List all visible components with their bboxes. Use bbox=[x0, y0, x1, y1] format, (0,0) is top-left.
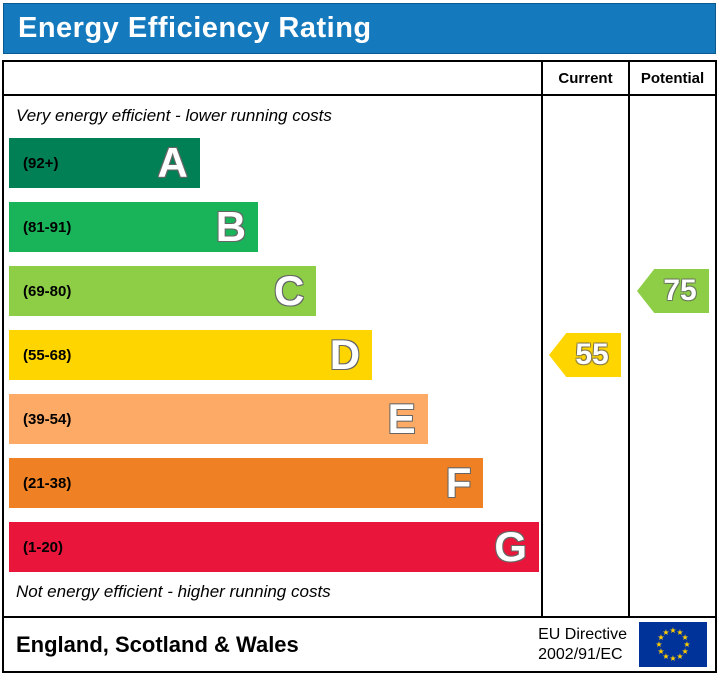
potential-value: 75 bbox=[663, 274, 697, 307]
band-bar-d: (55-68) D bbox=[9, 330, 373, 380]
svg-text:★: ★ bbox=[657, 633, 664, 642]
band-bar-c: (69-80) C bbox=[9, 266, 317, 316]
band-range-a: (92+) bbox=[23, 154, 59, 172]
header-divider bbox=[4, 94, 715, 96]
column-divider-current bbox=[541, 62, 543, 616]
epc-chart-page: Energy Efficiency Rating Current Potenti… bbox=[0, 3, 719, 678]
band-bar-f: (21-38) F bbox=[9, 458, 484, 508]
bottom-caption: Not energy efficient - higher running co… bbox=[16, 582, 331, 601]
band-range-f: (21-38) bbox=[23, 474, 72, 492]
footer-right: EU Directive 2002/91/EC ★ ★ ★ ★ ★ ★ ★ ★ … bbox=[538, 622, 715, 667]
current-arrow: 55 bbox=[549, 333, 621, 377]
svg-text:★: ★ bbox=[676, 652, 683, 661]
eu-flag-icon: ★ ★ ★ ★ ★ ★ ★ ★ ★ ★ ★ ★ bbox=[639, 622, 707, 667]
band-bar-b: (81-91) B bbox=[9, 202, 259, 252]
band-row-d: (55-68) D bbox=[9, 330, 539, 380]
band-range-d: (55-68) bbox=[23, 346, 72, 364]
column-divider-potential bbox=[628, 62, 630, 616]
band-row-e: (39-54) E bbox=[9, 394, 539, 444]
band-range-b: (81-91) bbox=[23, 218, 72, 236]
band-letter-c: C bbox=[274, 267, 305, 314]
band-row-b: (81-91) B bbox=[9, 202, 539, 252]
eu-directive-line1: EU Directive bbox=[538, 625, 627, 643]
svg-text:★: ★ bbox=[676, 628, 683, 637]
potential-arrow: 75 bbox=[637, 269, 709, 313]
band-range-e: (39-54) bbox=[23, 410, 72, 428]
band-row-c: (69-80) C bbox=[9, 266, 539, 316]
band-bar-g: (1-20) G bbox=[9, 522, 539, 572]
eu-directive-line2: 2002/91/EC bbox=[538, 645, 623, 663]
band-letter-f: F bbox=[445, 459, 472, 506]
svg-text:★: ★ bbox=[669, 626, 676, 635]
region-label: England, Scotland & Wales bbox=[16, 631, 299, 657]
band-letter-g: G bbox=[494, 523, 527, 570]
column-header-current: Current bbox=[558, 69, 613, 87]
column-header-potential: Potential bbox=[640, 69, 705, 87]
band-range-g: (1-20) bbox=[23, 538, 64, 556]
band-row-f: (21-38) F bbox=[9, 458, 539, 508]
band-list: (92+) A (81-91) B (69-80) C (55-68) bbox=[9, 138, 539, 586]
band-bar-a: (92+) A bbox=[9, 138, 200, 188]
band-range-c: (69-80) bbox=[23, 282, 72, 300]
eu-directive-label: EU Directive 2002/91/EC bbox=[538, 625, 627, 665]
title-bar: Energy Efficiency Rating bbox=[3, 3, 716, 54]
band-row-g: (1-20) G bbox=[9, 522, 539, 572]
svg-text:★: ★ bbox=[683, 640, 690, 649]
band-letter-d: D bbox=[329, 331, 361, 378]
footer-bar: England, Scotland & Wales EU Directive 2… bbox=[2, 616, 717, 673]
top-caption: Very energy efficient - lower running co… bbox=[16, 106, 332, 125]
band-letter-b: B bbox=[215, 203, 247, 250]
svg-text:★: ★ bbox=[655, 640, 662, 649]
svg-text:★: ★ bbox=[657, 647, 664, 656]
svg-text:★: ★ bbox=[682, 633, 689, 642]
band-row-a: (92+) A bbox=[9, 138, 539, 188]
svg-text:★: ★ bbox=[682, 647, 689, 656]
band-letter-e: E bbox=[387, 395, 416, 442]
band-bar-e: (39-54) E bbox=[9, 394, 428, 444]
rating-chart: Current Potential Very energy efficient … bbox=[2, 60, 717, 616]
band-letter-a: A bbox=[157, 139, 188, 186]
current-value: 55 bbox=[575, 338, 609, 371]
page-title: Energy Efficiency Rating bbox=[18, 12, 372, 44]
svg-text:★: ★ bbox=[662, 628, 669, 637]
svg-text:★: ★ bbox=[669, 654, 676, 663]
svg-text:★: ★ bbox=[662, 652, 669, 661]
